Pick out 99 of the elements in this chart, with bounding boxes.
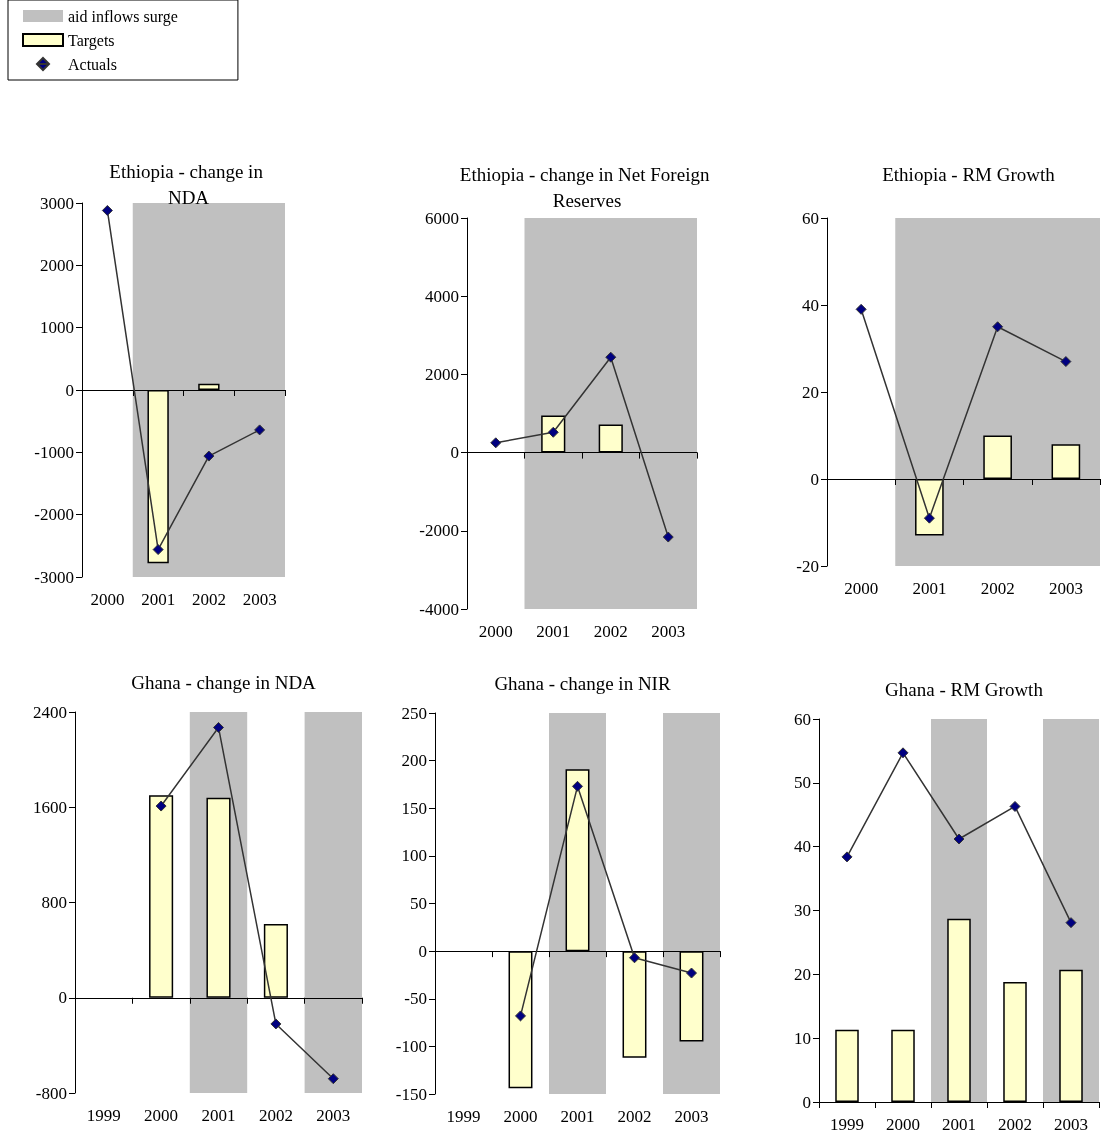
point — [923, 512, 935, 524]
y-tick-label: 150 — [401, 798, 427, 818]
chart-title: Ethiopia - change in NDA — [109, 160, 268, 208]
y-tick-label: 2400 — [33, 702, 67, 722]
point — [1009, 800, 1021, 812]
y-tick-label: -150 — [395, 1084, 427, 1104]
x-tick-label: 2001 — [912, 579, 947, 598]
x-tick-label: 2002 — [617, 1107, 652, 1126]
x-tick-label: 2002 — [191, 590, 226, 609]
point — [686, 967, 697, 979]
x-tick-label: 2000 — [844, 579, 879, 598]
y-tick-label: -3000 — [34, 567, 74, 587]
y-tick-label: 40 — [802, 295, 819, 315]
y-tick-label: 0 — [65, 380, 74, 400]
y-tick-label: 2000 — [40, 255, 74, 275]
y-tick-label: -2000 — [34, 505, 74, 525]
y-tick-label: -1000 — [34, 442, 74, 462]
point — [841, 851, 853, 863]
y-tick-label: 20 — [794, 964, 811, 984]
x-tick-label: 2003 — [651, 622, 686, 641]
point — [605, 351, 617, 363]
y-tick-label: 0 — [802, 1092, 811, 1112]
y-tick-label: 40 — [794, 837, 811, 857]
x-tick-label: 2000 — [90, 590, 125, 609]
x-tick-label: 2003 — [1054, 1115, 1088, 1134]
y-tick-label: 60 — [794, 709, 811, 729]
y-tick-label: 50 — [794, 773, 811, 793]
point — [327, 1073, 339, 1085]
point — [155, 800, 167, 812]
y-tick-label: 1600 — [33, 797, 67, 817]
x-tick-label: 2002 — [980, 579, 1015, 598]
point — [662, 531, 674, 543]
x-tick-label: 2001 — [560, 1107, 595, 1126]
y-tick-label: 50 — [410, 894, 427, 913]
x-tick-label: 2002 — [258, 1106, 293, 1125]
point — [953, 833, 965, 845]
y-tick-label: 20 — [802, 382, 819, 402]
y-tick-label: 6000 — [425, 208, 459, 228]
legend-label: Actuals — [68, 55, 117, 73]
y-tick-label: -2000 — [419, 521, 459, 541]
x-tick-label: 2001 — [536, 622, 571, 641]
y-tick-label: 250 — [401, 703, 427, 723]
y-tick-label: 800 — [41, 893, 67, 912]
point — [515, 1010, 526, 1022]
chart-title: Ghana - RM Growth — [885, 678, 1044, 700]
y-tick-label: 1000 — [40, 318, 74, 338]
y-tick-label: 3000 — [40, 193, 74, 213]
point — [101, 204, 113, 216]
x-tick-label: 2002 — [593, 622, 628, 641]
x-tick-label: 2000 — [144, 1106, 179, 1125]
y-tick-label: -800 — [35, 1083, 67, 1103]
y-tick-label: 100 — [401, 846, 427, 866]
y-tick-label: -50 — [404, 989, 427, 1009]
y-tick-label: 200 — [401, 751, 427, 771]
y-tick-label: 0 — [810, 469, 819, 489]
x-tick-label: 2003 — [674, 1107, 709, 1126]
x-tick-label: 2003 — [242, 590, 277, 609]
y-tick-label: 60 — [802, 208, 819, 228]
y-tick-label: -20 — [796, 556, 819, 576]
x-tick-label: 2001 — [201, 1106, 236, 1125]
point — [629, 952, 640, 964]
y-tick-label: 10 — [794, 1028, 811, 1048]
x-tick-label: 1999 — [446, 1107, 481, 1126]
point — [254, 424, 266, 436]
x-tick-label: 2002 — [998, 1115, 1032, 1134]
chart-title: Ethiopia - RM Growth — [882, 163, 1056, 185]
point — [270, 1018, 282, 1030]
y-tick-label: 4000 — [425, 286, 459, 306]
y-tick-label: 30 — [794, 901, 811, 920]
x-tick-label: 2003 — [316, 1106, 351, 1125]
x-tick-label: 2000 — [478, 622, 513, 641]
x-tick-label: 2003 — [1048, 579, 1083, 598]
y-tick-label: -4000 — [419, 599, 459, 619]
chart-title: Ethiopia - change in Net Foreign Reserves — [459, 163, 715, 211]
point — [490, 437, 502, 449]
point — [992, 321, 1004, 333]
x-tick-label: 2001 — [942, 1115, 976, 1134]
point — [1060, 356, 1072, 368]
y-tick-label: 0 — [58, 988, 67, 1008]
x-tick-label: 2000 — [503, 1107, 538, 1126]
y-tick-label: 2000 — [425, 364, 459, 384]
point — [897, 747, 909, 759]
point — [855, 303, 867, 315]
point — [203, 450, 215, 462]
y-tick-label: -100 — [395, 1036, 427, 1056]
point — [152, 544, 164, 556]
point — [213, 721, 224, 733]
legend-label: Targets — [68, 31, 115, 50]
point — [1065, 917, 1077, 929]
chart-title: Ghana - change in NDA — [131, 671, 317, 693]
point — [572, 780, 583, 792]
x-tick-label: 1999 — [830, 1115, 864, 1134]
y-tick-label: 0 — [418, 941, 427, 961]
x-tick-label: 2000 — [886, 1115, 920, 1134]
x-tick-label: 2001 — [141, 590, 176, 609]
x-tick-label: 1999 — [86, 1106, 121, 1125]
chart-title: Ghana - change in NIR — [494, 672, 671, 694]
y-tick-label: 0 — [450, 443, 459, 463]
legend-label: aid inflows surge — [68, 7, 178, 26]
